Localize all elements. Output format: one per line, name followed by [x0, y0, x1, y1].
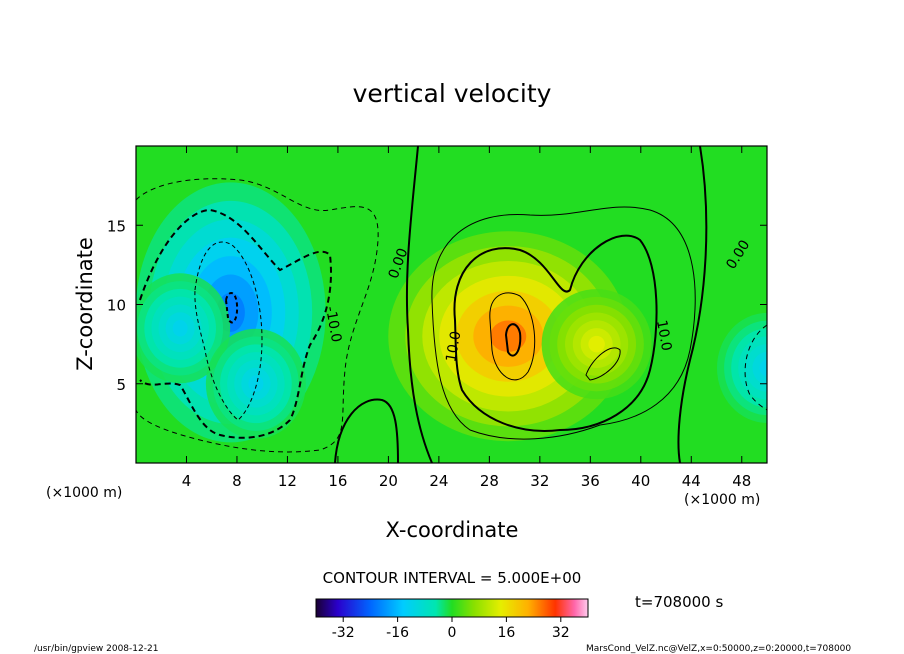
x-tick-label: 16 — [328, 472, 347, 490]
contour-negative — [744, 324, 767, 411]
colorbar: -32 -16 0 16 32 — [315, 598, 589, 641]
contour-positive — [489, 292, 536, 381]
x-axis-ticks: 4 8 12 16 20 24 28 32 36 40 44 48 — [182, 146, 751, 490]
contour-negative — [136, 178, 379, 453]
x-tick-label: 40 — [631, 472, 650, 490]
colorbar-gradient — [315, 598, 589, 618]
contour-negative — [224, 292, 239, 324]
contour-negative — [194, 241, 263, 421]
footer-left: /usr/bin/gpview 2008-12-21 — [34, 644, 158, 654]
field-feature-negative — [205, 328, 306, 439]
x-tick-label: 44 — [682, 472, 701, 490]
x-axis-label: X-coordinate — [386, 518, 519, 542]
y-tick-label: 10 — [107, 297, 126, 315]
x-tick-label: 4 — [182, 472, 192, 490]
contour-zero — [677, 146, 708, 463]
x-tick-label: 24 — [429, 472, 448, 490]
colorbar-tick-label: 16 — [497, 625, 515, 641]
field-features — [136, 182, 767, 443]
footer-right: MarsCond_VelZ.nc@VelZ,x=0:50000,z=0:2000… — [586, 644, 851, 654]
colorbar-tick-label: -32 — [332, 625, 355, 641]
contour-positive — [585, 347, 621, 381]
contour-interval: CONTOUR INTERVAL = 5.000E+00 — [323, 569, 582, 587]
contour-label: 10.0 — [443, 330, 464, 363]
plot-area: 0.00 0.00-10.010.0 10.0 4 8 12 16 20 24 28 32 36 40… — [107, 145, 768, 490]
time-label: t=708000 s — [635, 593, 723, 611]
field-feature-negative — [136, 273, 231, 384]
x-tick-label: 36 — [581, 472, 600, 490]
colorbar-tick-label: -16 — [386, 625, 409, 641]
chart-title: vertical velocity — [353, 79, 552, 108]
contour-label: 10.0 — [653, 319, 674, 352]
x-unit-left: (×1000 m) — [46, 485, 122, 501]
contour-zero — [405, 146, 433, 463]
contour-zero — [334, 398, 399, 463]
y-tick-label: 5 — [116, 376, 126, 394]
x-tick-label: 8 — [232, 472, 242, 490]
x-unit-right: (×1000 m) — [684, 492, 760, 508]
y-tick-label: 15 — [107, 217, 126, 235]
x-tick-label: 20 — [379, 472, 398, 490]
x-tick-label: 12 — [278, 472, 297, 490]
colorbar-tick-label: 0 — [448, 625, 457, 641]
colorbar-tick-label: 32 — [552, 625, 570, 641]
x-tick-label: 48 — [732, 472, 751, 490]
y-axis-label: Z-coordinate — [73, 237, 97, 371]
contour-positive — [504, 323, 522, 357]
contour-lines — [136, 146, 767, 463]
contour-positive — [453, 234, 658, 432]
y-axis-ticks: 5 10 15 — [107, 217, 767, 394]
x-tick-label: 32 — [530, 472, 549, 490]
field-feature-positive — [541, 289, 652, 400]
x-tick-label: 28 — [480, 472, 499, 490]
contour-negative — [139, 208, 332, 439]
colorbar-ticks: -32 -16 0 16 32 — [332, 617, 570, 641]
contour-label: -10.0 — [322, 305, 344, 343]
contour-positive — [431, 206, 696, 440]
